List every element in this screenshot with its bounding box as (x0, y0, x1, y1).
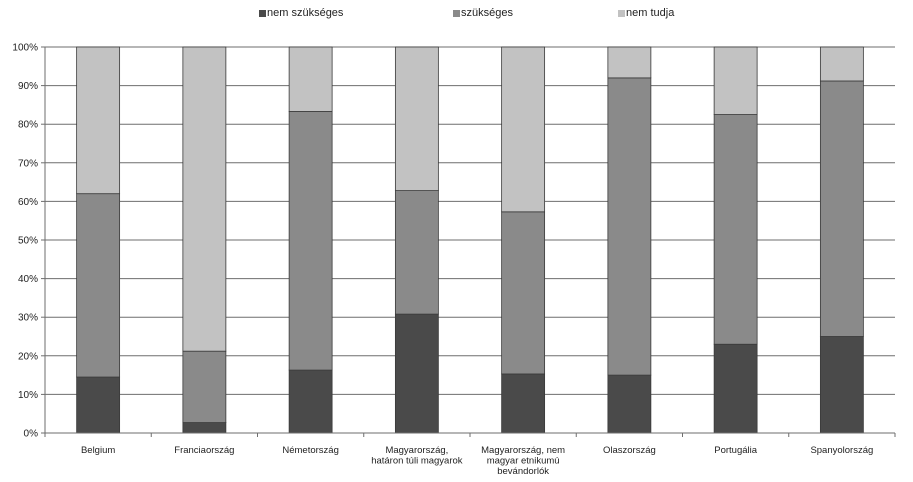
x-tick-label: Spanyolország (810, 445, 873, 456)
bar-segment (182, 422, 227, 434)
bar-segment (182, 350, 227, 423)
legend: nem szükséges szükséges nem tudja (0, 7, 913, 27)
bar-segment (713, 343, 758, 434)
x-tick-label: Németország (282, 445, 339, 456)
legend-label-nem-tudja: nem tudja (626, 7, 675, 19)
legend-item-nem-tudja: nem tudja (618, 7, 674, 19)
y-tick-label: 70% (18, 158, 38, 169)
bar-segment (288, 46, 333, 112)
legend-swatch-szukseges (453, 9, 460, 17)
legend-item-nem-szukseges: nem szükséges (259, 7, 343, 19)
y-tick-label: 0% (24, 429, 39, 440)
bar-segment (713, 46, 758, 115)
bar-segment (76, 46, 121, 195)
legend-label-nem-szukseges: nem szükséges (267, 7, 344, 19)
bar-segment (288, 111, 333, 371)
bar-segment (501, 46, 546, 213)
bar-segment (501, 211, 546, 375)
bar-segment (819, 46, 864, 82)
x-tick-label: Magyarország, nem (481, 445, 565, 456)
bar-segment (819, 336, 864, 434)
x-tick-label: Portugália (714, 445, 757, 456)
x-tick-label: bevándorlók (497, 466, 549, 477)
legend-swatch-nem-szukseges (259, 9, 266, 17)
y-tick-label: 10% (18, 390, 38, 401)
bar-segment (394, 190, 439, 315)
bar-segment (607, 46, 652, 79)
bar-segment (182, 46, 227, 352)
x-tick-label: Franciaország (174, 445, 234, 456)
bar-segment (819, 80, 864, 337)
bar-segment (76, 376, 121, 434)
y-tick-label: 40% (18, 274, 38, 285)
legend-swatch-nem-tudja (618, 9, 625, 17)
legend-item-szukseges: szükséges (453, 7, 513, 19)
x-tick-label: magyar etnikumú (487, 456, 560, 467)
y-tick-label: 50% (18, 236, 38, 247)
x-tick-label: Olaszország (603, 445, 656, 456)
bar-segment (713, 114, 758, 345)
y-tick-label: 100% (12, 43, 38, 54)
x-tick-label: Belgium (81, 445, 115, 456)
x-tick-label: határon túli magyarok (371, 456, 463, 467)
bar-segment (501, 373, 546, 434)
y-tick-label: 60% (18, 197, 38, 208)
x-tick-label: Magyarország, (385, 445, 448, 456)
bar-segment (394, 46, 439, 191)
bar-segment (288, 369, 333, 434)
y-tick-label: 80% (18, 120, 38, 131)
y-tick-label: 20% (18, 351, 38, 362)
bar-segment (607, 374, 652, 434)
y-tick-label: 90% (18, 81, 38, 92)
bar-segment (76, 193, 121, 378)
y-tick-label: 30% (18, 313, 38, 324)
legend-label-szukseges: szükséges (461, 7, 513, 19)
bar-segment (607, 77, 652, 376)
bar-segment (394, 313, 439, 434)
